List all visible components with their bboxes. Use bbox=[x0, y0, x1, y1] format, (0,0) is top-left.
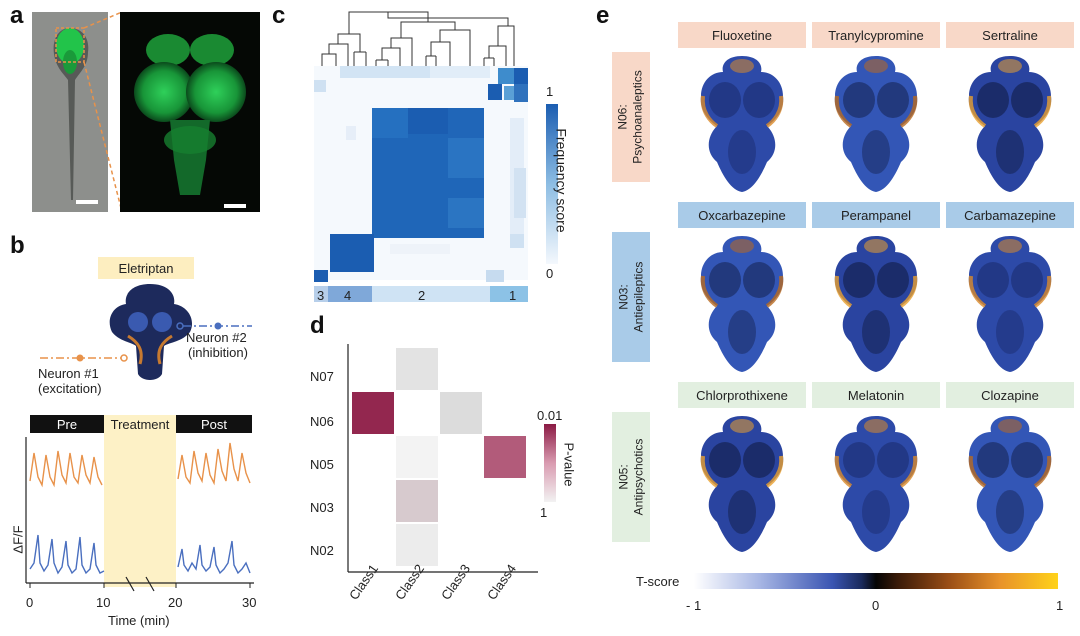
x-tick-20: 20 bbox=[168, 595, 183, 610]
neuron2-trace-post bbox=[177, 540, 251, 575]
panel-e-grid: N06: Psychoanaleptics Fluoxetine Tranylcyp… bbox=[612, 22, 1080, 552]
tscore-tick-1: 1 bbox=[1056, 598, 1064, 613]
colorbar-c-max: 1 bbox=[546, 84, 554, 99]
group-label-1: N03: Antiepileptics bbox=[612, 232, 650, 362]
neuron1-label: Neuron #1 bbox=[38, 366, 99, 381]
cluster-bar-4 bbox=[328, 286, 372, 302]
brain-map-sertraline bbox=[968, 56, 1052, 192]
neuron1-trace-post bbox=[177, 442, 251, 486]
brain-map-fluoxetine bbox=[700, 56, 784, 192]
d-cell-N06-Class3 bbox=[440, 392, 482, 434]
panel-label-b: b bbox=[10, 232, 25, 259]
panel-c-heatmap bbox=[314, 11, 558, 302]
drug-label-fluoxetine: Fluoxetine bbox=[678, 22, 806, 48]
group-label-0: N06: Psychoanaleptics bbox=[612, 52, 650, 182]
drug-label-oxcarbazepine: Oxcarbazepine bbox=[678, 202, 806, 228]
x-tick-30: 30 bbox=[242, 595, 257, 610]
treatment-region bbox=[104, 415, 176, 587]
traces-plot bbox=[25, 437, 254, 592]
frequency-colorbar bbox=[546, 104, 558, 264]
colorbar-d-max: 0.01 bbox=[537, 408, 563, 423]
brain-map-tranylcypromine bbox=[834, 56, 918, 192]
d-row-N07: N07 bbox=[310, 369, 334, 384]
d-row-N03: N03 bbox=[310, 500, 334, 515]
d-row-N02: N02 bbox=[310, 543, 334, 558]
neuron1-trace-pre bbox=[29, 450, 103, 488]
brain-map-carbamazepine bbox=[968, 236, 1052, 372]
drug-label-clozapine: Clozapine bbox=[946, 382, 1074, 408]
panel-label-d: d bbox=[310, 312, 325, 339]
panel-a-figure bbox=[32, 11, 260, 213]
brain-map-melatonin bbox=[834, 416, 918, 552]
dendrogram bbox=[321, 11, 515, 66]
tscore-tick-0: 0 bbox=[872, 598, 880, 613]
d-cell-N03-Class2 bbox=[396, 480, 438, 522]
phase-post: Post bbox=[176, 415, 252, 433]
panel-b-brain bbox=[40, 284, 252, 380]
panel-d-heatmap bbox=[347, 344, 556, 573]
d-cell-N05-Class2 bbox=[396, 436, 438, 478]
colorbar-d-min: 1 bbox=[540, 505, 548, 520]
eletriptan-label: Eletriptan bbox=[98, 257, 194, 279]
drug-label-perampanel: Perampanel bbox=[812, 202, 940, 228]
pvalue-colorbar bbox=[544, 424, 556, 502]
colorbar-c-label: Frequency score bbox=[553, 127, 570, 233]
x-tick-0: 0 bbox=[26, 595, 34, 610]
d-cell-N05-Class4 bbox=[484, 436, 526, 478]
cluster-label-3: 3 bbox=[317, 288, 325, 303]
drug-label-chlorprothixene: Chlorprothixene bbox=[678, 382, 806, 408]
scale-bar-a1 bbox=[76, 200, 98, 204]
d-cell-N02-Class2 bbox=[396, 524, 438, 566]
phase-pre: Pre bbox=[30, 415, 104, 433]
scale-bar-a2 bbox=[224, 204, 246, 208]
phase-treatment: Treatment bbox=[104, 415, 176, 433]
cluster-label-1: 1 bbox=[509, 288, 517, 303]
neuron2-label: Neuron #2 bbox=[186, 330, 247, 345]
d-cell-N06-Class1 bbox=[352, 392, 394, 434]
neuron2-trace-pre bbox=[29, 534, 105, 575]
brain-map-oxcarbazepine bbox=[700, 236, 784, 372]
neuron2-type: (inhibition) bbox=[188, 345, 248, 360]
cluster-label-2: 2 bbox=[418, 288, 426, 303]
group-label-2: N05: Antipsychotics bbox=[612, 412, 650, 542]
colorbar-d-label: P-value bbox=[561, 441, 577, 487]
cluster-bar-3 bbox=[314, 286, 328, 302]
brain-map-clozapine bbox=[968, 416, 1052, 552]
tscore-title: T-score bbox=[636, 574, 680, 589]
d-row-N05: N05 bbox=[310, 457, 334, 472]
panel-label-c: c bbox=[272, 2, 286, 29]
drug-label-sertraline: Sertraline bbox=[946, 22, 1074, 48]
tscore-tick-neg1: - 1 bbox=[686, 598, 702, 613]
cluster-bar-1 bbox=[490, 286, 528, 302]
tscore-colorbar bbox=[694, 573, 1058, 589]
cluster-bar-2 bbox=[372, 286, 490, 302]
drug-label-melatonin: Melatonin bbox=[812, 382, 940, 408]
brain-map-perampanel bbox=[834, 236, 918, 372]
d-row-N06: N06 bbox=[310, 414, 334, 429]
x-tick-10: 10 bbox=[96, 595, 111, 610]
cluster-label-4: 4 bbox=[344, 288, 352, 303]
neuron1-type: (excitation) bbox=[38, 381, 102, 396]
drug-label-tranylcypromine: Tranylcypromine bbox=[812, 22, 940, 48]
neuron1-marker bbox=[120, 354, 128, 362]
colorbar-c-min: 0 bbox=[546, 266, 554, 281]
d-cell-N07-Class2 bbox=[396, 348, 438, 390]
panel-label-a: a bbox=[10, 2, 24, 29]
panel-b-ylabel: ΔF/F bbox=[10, 525, 26, 554]
panel-b-xlabel: Time (min) bbox=[108, 613, 170, 628]
brain-map-chlorprothixene bbox=[700, 416, 784, 552]
drug-label-carbamazepine: Carbamazepine bbox=[946, 202, 1074, 228]
panel-label-e: e bbox=[596, 2, 610, 29]
